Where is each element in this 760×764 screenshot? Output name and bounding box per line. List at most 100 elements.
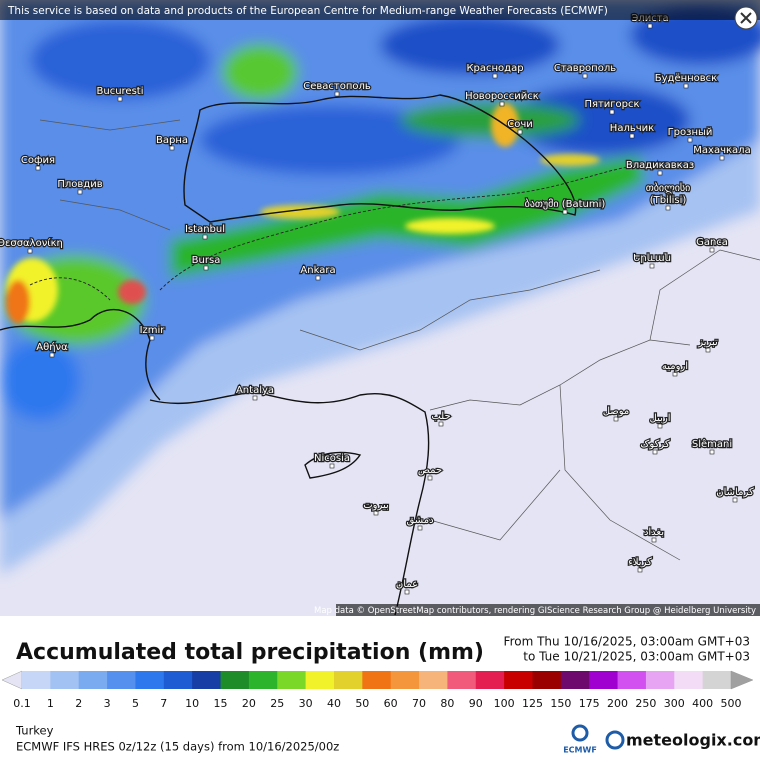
city-label: موصل [603, 406, 630, 417]
city-label: Новороссийск [465, 91, 539, 102]
colorbar-label: 0.1 [13, 697, 31, 710]
city-label: Варна [156, 135, 188, 146]
credit-bar [336, 604, 760, 616]
colorbar-cell [702, 671, 732, 689]
city-label: Севастополь [303, 81, 371, 92]
colorbar-cell [248, 671, 278, 689]
city-marker [334, 91, 340, 97]
colorbar-label: 175 [579, 697, 600, 710]
city-label: Bucuresti [97, 86, 144, 97]
city-marker [657, 423, 663, 429]
close-icon [740, 12, 752, 24]
city-marker [438, 421, 444, 427]
colorbar-label: 80 [440, 697, 454, 710]
city-marker [649, 263, 655, 269]
city-marker [637, 567, 643, 573]
city-marker [629, 133, 635, 139]
region: Turkey [15, 724, 54, 738]
colorbar-label: 40 [327, 697, 341, 710]
city-label: Пятигорск [584, 99, 639, 110]
precip-field [0, 0, 760, 575]
city-marker [427, 475, 433, 481]
colorbar-start [1, 670, 23, 690]
city-label: Երևան [633, 253, 671, 264]
city-label: بغداد [644, 527, 664, 538]
colorbar-label: 500 [721, 697, 742, 710]
city-marker [732, 497, 738, 503]
city-label: Махачкала [693, 145, 750, 156]
city-marker [672, 371, 678, 377]
colorbar-label: 90 [469, 697, 483, 710]
city-label: دمشق [406, 515, 433, 526]
city-marker [719, 155, 725, 161]
city-marker [613, 416, 619, 422]
city-marker [252, 395, 258, 401]
colorbar-label: 7 [160, 697, 167, 710]
city-label: Ganca [696, 237, 728, 248]
city-label: ბათუმი (Batumi) [525, 198, 606, 210]
city-marker [647, 23, 653, 29]
colorbar-label: 100 [494, 697, 515, 710]
city-label: حلب [431, 411, 450, 422]
city-label: کرماشان [716, 487, 754, 498]
city-marker [35, 165, 41, 171]
city-marker [492, 73, 498, 79]
city-marker [27, 248, 33, 254]
city-marker [665, 205, 671, 211]
city-marker [373, 510, 379, 516]
city-label: حمص [418, 465, 442, 476]
city-label: عمان [396, 579, 418, 590]
period-from: From Thu 10/16/2025, 03:00am GMT+03 [504, 635, 750, 649]
city-marker [417, 525, 423, 531]
city-label: София [21, 155, 55, 166]
city-marker [562, 209, 568, 215]
colorbar-cell [674, 671, 704, 689]
city-label: کرکوک [640, 439, 669, 450]
city-label: Пловдив [57, 179, 102, 190]
colorbar-label: 150 [550, 697, 571, 710]
city-marker [329, 463, 335, 469]
city-marker [499, 101, 505, 107]
colorbar-cell [333, 671, 363, 689]
colorbar-label: 5 [132, 697, 139, 710]
colorbar-label: 50 [355, 697, 369, 710]
city-marker [77, 189, 83, 195]
colorbar-cell [504, 671, 533, 689]
city-marker [582, 73, 588, 79]
period-to: to Tue 10/21/2025, 03:00am GMT+03 [523, 650, 750, 664]
city-marker [517, 129, 523, 135]
colorbar-label: 200 [607, 697, 628, 710]
colorbar-cell [419, 671, 448, 689]
colorbar-label: 70 [412, 697, 426, 710]
city-marker [709, 247, 715, 253]
map[interactable]: ЭлистаBucurestiКраснодарСтавропольСеваст… [0, 0, 760, 616]
city-label: Θεσσαλονίκη [0, 237, 63, 249]
colorbar-end [730, 670, 754, 690]
city-label: თბილისი [646, 182, 691, 194]
colorbar-label: 15 [214, 697, 228, 710]
legend-title: Accumulated total precipitation (mm) [16, 640, 484, 665]
city-label: Ankara [300, 265, 335, 276]
colorbar-cell [107, 671, 136, 689]
city-marker [117, 96, 123, 102]
colorbar: 0.1 1 2 3 5 7 10 15 20 25 30 40 50 60 70 80 90 100 125 150 1… [1, 670, 754, 710]
city-marker [683, 83, 689, 89]
city-marker [651, 537, 657, 543]
city-label: Slêmani [692, 438, 732, 450]
city-marker [202, 234, 208, 240]
city-marker [203, 265, 209, 271]
city-labels: ЭлистаBucurestiКраснодарСтавропольСеваст… [0, 12, 755, 595]
colorbar-label: 300 [664, 697, 685, 710]
city-label: Bursa [192, 255, 221, 266]
city-marker [149, 335, 155, 341]
brand[interactable]: meteologix.com [626, 731, 760, 750]
city-label: Краснодар [466, 63, 523, 74]
city-label: Владикавказ [626, 160, 694, 171]
colorbar-label: 125 [522, 697, 543, 710]
colorbar-cell [163, 671, 193, 689]
notice-bar [0, 0, 760, 20]
colorbar-label: 2 [75, 697, 82, 710]
city-label: بيروت [363, 500, 389, 511]
